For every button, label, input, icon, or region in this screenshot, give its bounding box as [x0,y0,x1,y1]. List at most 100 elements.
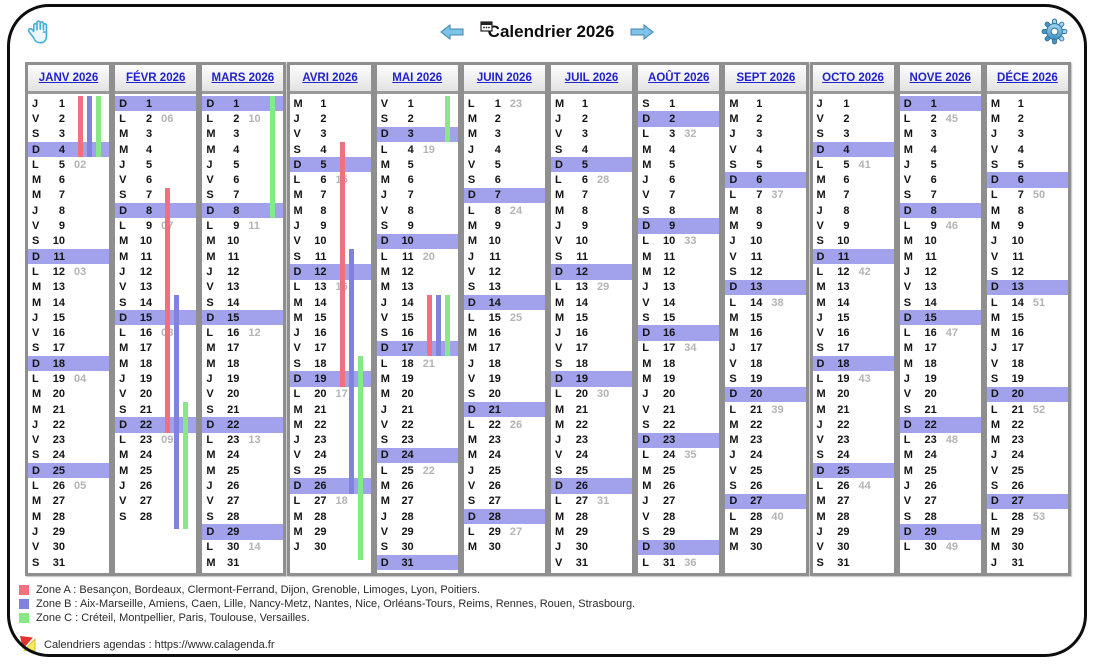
day-letter: V [816,220,824,233]
day-letter: M [32,388,42,401]
day-row: L 19 43 [813,371,894,386]
week-number: 30 [597,388,610,401]
zone-a-label: Zone A : Besançon, Bordeaux, Clermont-Fe… [36,584,481,596]
month-link[interactable]: MARS 2026 [211,72,275,84]
day-letter: M [903,128,913,141]
week-number: 13 [248,434,261,447]
next-year-arrow[interactable] [630,23,655,41]
month-link[interactable]: AOÛT 2026 [648,72,710,84]
day-letter: L [729,296,737,309]
day-number: 30 [227,541,240,554]
day-letter: D [990,495,999,508]
day-letter: M [32,281,42,294]
day-letter: L [119,220,126,233]
day-letter: M [293,418,303,431]
day-number: 6 [233,174,240,187]
month-link[interactable]: JANV 2026 [38,72,99,84]
vacation-zones-legend: Zone A : Besançon, Bordeaux, Clermont-Fe… [19,583,635,625]
day-number: 14 [314,296,327,309]
day-letter: V [816,541,824,554]
pan-hand-icon[interactable] [27,18,53,46]
day-number: 16 [488,327,501,340]
month-link[interactable]: AVRI 2026 [302,72,358,84]
day-row: M 18 [202,356,283,371]
day-row: J 17 [725,341,806,356]
day-number: 28 [401,510,414,523]
month-link[interactable]: JUIL 2026 [564,72,619,84]
day-number: 27 [52,495,65,508]
day-row: L 5 41 [813,157,894,172]
day-letter: S [119,189,127,202]
day-number: 30 [1011,541,1024,554]
day-letter: M [293,204,303,217]
day-letter: J [816,97,823,110]
month-header: OCTO 2026 [812,65,894,94]
day-number: 7 [146,189,153,202]
month-days: D1L206M3M4J5V6S7D8L907M10M11J12V13S14D15… [115,94,197,573]
settings-gear-icon[interactable] [1041,18,1068,45]
day-number: 25 [924,464,937,477]
day-row: D 11 [812,248,894,265]
day-row: L 22 26 [464,417,545,432]
day-letter: D [293,265,302,278]
day-number: 27 [227,495,240,508]
day-letter: M [729,112,739,125]
footer: Calendriers agendas : https://www.calage… [19,635,275,655]
month-column-2: FÉVR 2026D1L206M3M4J5V6S7D8L907M10M11J12… [112,62,200,576]
day-letter: M [990,541,1001,554]
day-number: 3 [58,128,65,141]
day-letter: M [467,327,478,340]
day-letter: L [206,327,214,340]
day-letter: L [293,495,301,508]
day-number: 6 [843,174,850,187]
day-letter: J [642,281,649,294]
month-link[interactable]: OCTO 2026 [822,72,884,84]
month-link[interactable]: DÉCE 2026 [997,72,1058,84]
day-number: 21 [662,403,676,416]
day-number: 2 [1017,112,1024,125]
day-row: M 24 [900,448,981,463]
day-letter: V [293,342,301,355]
month-link[interactable]: FÉVR 2026 [125,72,186,84]
day-number: 5 [756,158,763,171]
day-row: L 26 44 [813,478,894,493]
day-letter: S [206,296,214,309]
day-row: J 28 [377,509,458,524]
day-letter: J [293,434,300,447]
day-letter: M [293,97,303,110]
week-number: 23 [509,97,523,110]
day-letter: D [467,296,476,309]
day-number: 1 [407,97,414,110]
day-number: 17 [1011,342,1024,355]
day-row: M 25 [115,463,196,478]
day-row: M 29 [987,524,1068,539]
day-letter: M [816,189,826,202]
day-letter: V [555,556,563,569]
day-number: 27 [314,495,327,508]
day-number: 27 [575,495,589,508]
day-row: V 27 [900,494,981,509]
day-letter: J [206,480,213,493]
month-link[interactable]: JUIN 2026 [476,72,532,84]
day-number: 13 [575,281,589,294]
day-row: V 22 [377,417,458,432]
day-row: J 15 [813,310,894,325]
day-number: 18 [314,357,327,370]
day-letter: D [903,97,912,110]
previous-year-arrow[interactable] [439,23,464,41]
month-link[interactable]: MAI 2026 [392,72,443,84]
day-letter: D [555,158,563,171]
day-letter: M [642,357,652,370]
day-number: 3 [581,128,589,141]
day-number: 23 [139,434,153,447]
month-days: M 1 M 2 J 3 V 4 S 5 D 6 L 7 50 M 8 M 9 J 10 V 11 S 12 D 13 L 14 51 M 15… [986,94,1068,573]
month-link[interactable]: SEPT 2026 [736,72,796,84]
day-number: 21 [401,403,414,416]
footer-link[interactable]: Calendriers agendas : https://www.calage… [44,639,275,651]
month-link[interactable]: NOVE 2026 [909,72,971,84]
